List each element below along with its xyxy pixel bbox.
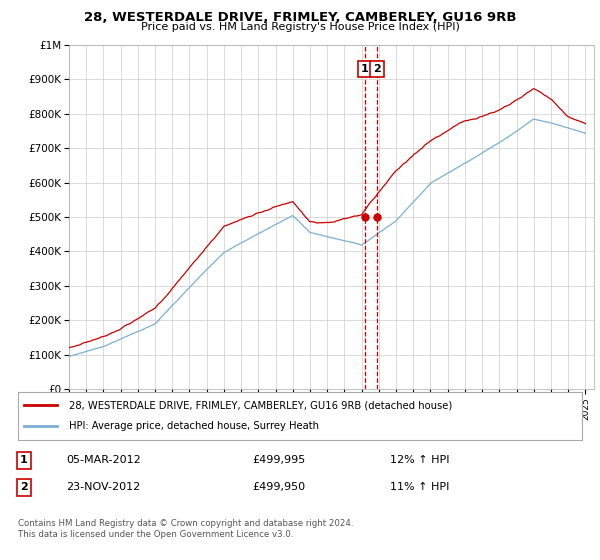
Text: 2: 2 (373, 64, 381, 74)
Text: 2: 2 (20, 482, 28, 492)
Text: 05-MAR-2012: 05-MAR-2012 (66, 455, 141, 465)
Text: 1: 1 (20, 455, 28, 465)
Text: Contains HM Land Registry data © Crown copyright and database right 2024.
This d: Contains HM Land Registry data © Crown c… (18, 520, 353, 539)
Text: 1: 1 (361, 64, 368, 74)
Text: Price paid vs. HM Land Registry's House Price Index (HPI): Price paid vs. HM Land Registry's House … (140, 22, 460, 32)
Text: 12% ↑ HPI: 12% ↑ HPI (390, 455, 449, 465)
Text: HPI: Average price, detached house, Surrey Heath: HPI: Average price, detached house, Surr… (69, 421, 319, 431)
Text: 28, WESTERDALE DRIVE, FRIMLEY, CAMBERLEY, GU16 9RB (detached house): 28, WESTERDALE DRIVE, FRIMLEY, CAMBERLEY… (69, 400, 452, 410)
Text: 11% ↑ HPI: 11% ↑ HPI (390, 482, 449, 492)
Text: 23-NOV-2012: 23-NOV-2012 (66, 482, 140, 492)
Text: 28, WESTERDALE DRIVE, FRIMLEY, CAMBERLEY, GU16 9RB: 28, WESTERDALE DRIVE, FRIMLEY, CAMBERLEY… (84, 11, 516, 24)
Text: £499,950: £499,950 (252, 482, 305, 492)
Text: £499,995: £499,995 (252, 455, 305, 465)
